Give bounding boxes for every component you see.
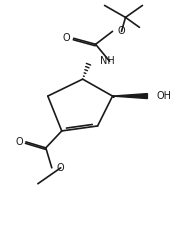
Text: NH: NH bbox=[100, 56, 114, 66]
Text: O: O bbox=[63, 33, 71, 43]
Polygon shape bbox=[113, 94, 147, 99]
Text: O: O bbox=[15, 137, 23, 147]
Text: OH: OH bbox=[156, 91, 171, 101]
Text: O: O bbox=[118, 26, 125, 36]
Text: O: O bbox=[57, 163, 64, 173]
